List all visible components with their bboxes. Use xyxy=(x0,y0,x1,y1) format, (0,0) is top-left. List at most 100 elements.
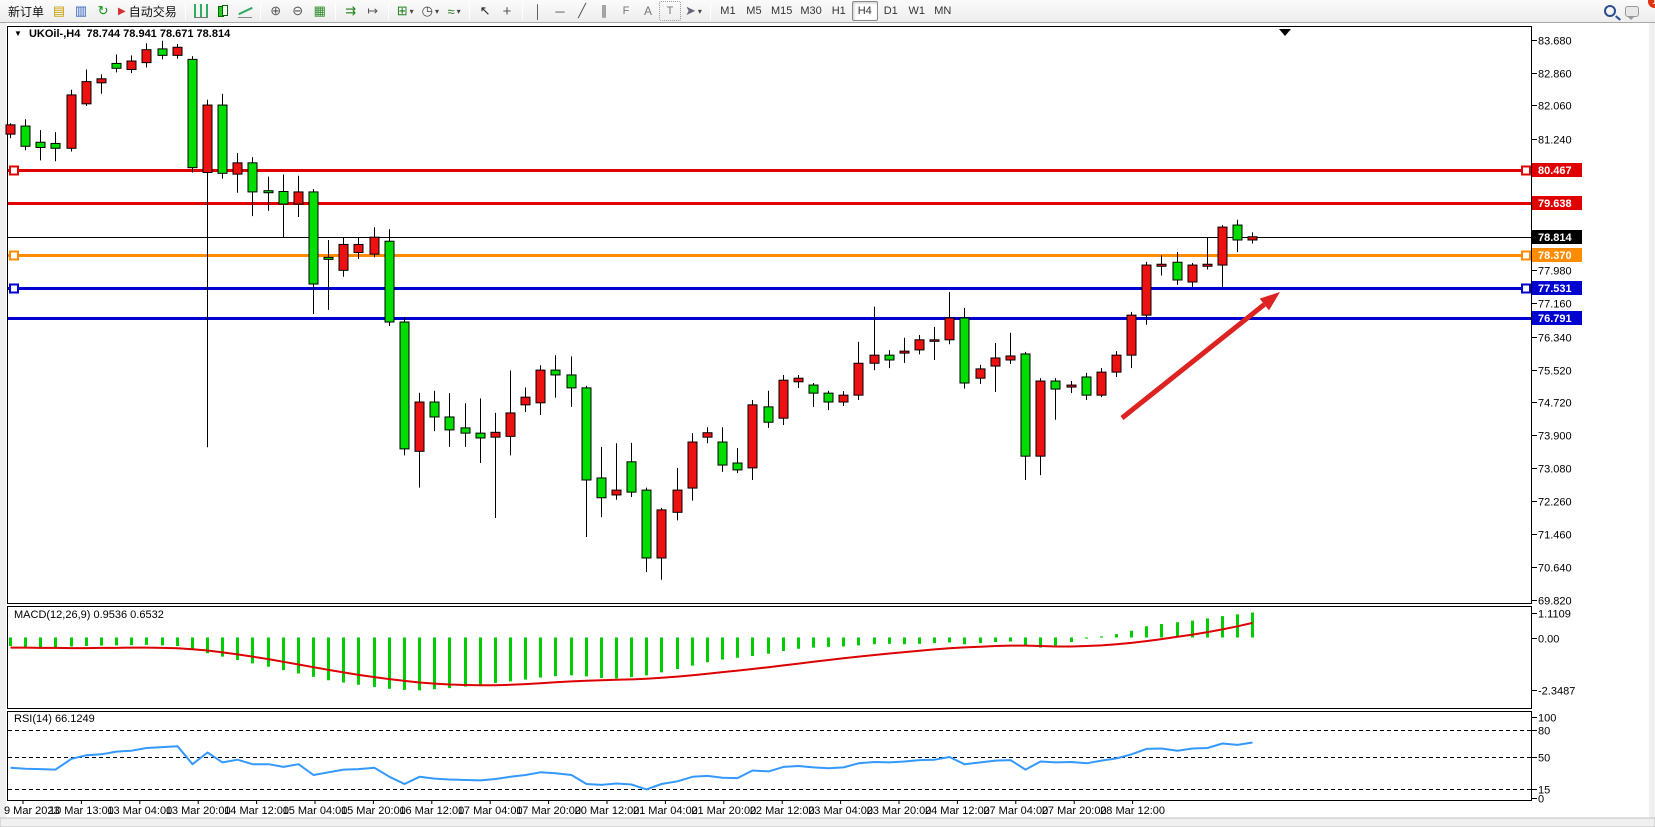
candle xyxy=(202,104,213,174)
order-book-icon[interactable]: ▤ xyxy=(52,3,66,18)
line-handle[interactable] xyxy=(9,165,19,176)
tf-button-w1[interactable]: W1 xyxy=(908,5,926,17)
history-center-icon[interactable]: ▥ xyxy=(74,3,88,18)
tf-button-m1[interactable]: M1 xyxy=(720,5,736,17)
macd-bar xyxy=(388,637,391,689)
line-handle[interactable] xyxy=(1521,165,1531,176)
svg-text:75.520: 75.520 xyxy=(1538,366,1572,378)
tf-button-m15[interactable]: M15 xyxy=(770,5,793,17)
price-axis[interactable]: 83.680 82.860 82.060 81.240 77.980 77.160 76.3… xyxy=(1531,36,1582,608)
chart-ohlc-quote: 78.744 78.941 78.671 78.814 xyxy=(86,28,231,40)
refresh-icon[interactable]: ↻ xyxy=(97,3,109,18)
svg-text:100: 100 xyxy=(1538,713,1556,725)
auto-scroll-icon[interactable]: ⇉ xyxy=(345,3,357,18)
tf-button-h1[interactable]: H1 xyxy=(831,5,846,17)
candle xyxy=(369,236,380,255)
macd-bar xyxy=(933,637,936,644)
indicators-button[interactable]: ≈ ▾ xyxy=(443,1,465,21)
candle xyxy=(217,104,228,174)
tf-button-m30[interactable]: M30 xyxy=(800,5,822,17)
macd-bar xyxy=(676,637,679,669)
svg-text:27 Mar 04:00: 27 Mar 04:00 xyxy=(983,805,1048,817)
auto-trading-play-icon: ▶ xyxy=(118,5,126,17)
macd-bar xyxy=(857,637,860,646)
candlestick-chart-icon[interactable] xyxy=(212,1,234,21)
macd-bar xyxy=(1221,616,1224,638)
macd-bar xyxy=(1191,620,1194,638)
macd-bar xyxy=(85,637,88,647)
macd-bar xyxy=(1100,636,1103,638)
candle xyxy=(444,416,455,431)
new-order-button[interactable]: 新订单 xyxy=(8,4,45,19)
bar-chart-icon[interactable] xyxy=(190,1,212,21)
svg-text:21 Mar 20:00: 21 Mar 20:00 xyxy=(691,805,756,817)
equidistant-channel-icon[interactable]: ∥ xyxy=(600,3,608,18)
tile-windows-icon[interactable]: ▦ xyxy=(313,3,326,18)
line-handle[interactable] xyxy=(9,283,19,294)
auto-trading-button[interactable]: ▶ 自动交易 xyxy=(114,1,181,21)
svg-text:15 Mar 20:00: 15 Mar 20:00 xyxy=(341,805,406,817)
tf-button-d1[interactable]: D1 xyxy=(883,5,898,17)
candle xyxy=(414,401,425,452)
cursor-icon[interactable]: ↖ xyxy=(479,3,491,18)
text-label-icon[interactable]: T xyxy=(659,1,682,21)
candle xyxy=(247,162,258,193)
line-handle[interactable] xyxy=(1521,250,1531,261)
new-chart-button[interactable]: ⊞ ▾ xyxy=(393,1,418,21)
candle xyxy=(853,362,864,396)
svg-text:22 Mar 12:00: 22 Mar 12:00 xyxy=(750,805,815,817)
macd-bar xyxy=(948,637,951,643)
candle xyxy=(1066,384,1077,388)
candle xyxy=(50,142,61,149)
crosshair-icon[interactable]: + xyxy=(502,2,512,20)
hline-layer[interactable] xyxy=(8,165,1531,320)
candle xyxy=(172,46,183,56)
tf-button-mn[interactable]: MN xyxy=(934,5,952,17)
macd-bar xyxy=(54,637,57,648)
tf-button-h4[interactable]: H4 xyxy=(851,1,878,21)
line-handle[interactable] xyxy=(1521,283,1531,294)
zoom-in-icon[interactable]: ⊕ xyxy=(270,3,282,18)
candle xyxy=(566,374,577,389)
macd-bar xyxy=(570,637,573,676)
search-icon[interactable] xyxy=(1599,1,1621,21)
svg-text:82.060: 82.060 xyxy=(1538,101,1572,113)
arrows-icon: ➤ xyxy=(685,3,696,18)
macd-bar xyxy=(145,637,148,645)
chart-shift-marker-icon[interactable] xyxy=(1279,29,1291,36)
zoom-out-icon[interactable]: ⊖ xyxy=(292,3,304,18)
chart-title[interactable]: ▼ UKOil-,H4 78.744 78.941 78.671 78.814 xyxy=(14,28,230,40)
line-handle[interactable] xyxy=(9,250,19,261)
vertical-line-icon[interactable]: │ xyxy=(533,3,543,19)
trendline-icon[interactable]: ╱ xyxy=(578,3,586,18)
macd-bar xyxy=(282,637,285,671)
horizontal-line-icon[interactable]: ─ xyxy=(555,3,565,19)
svg-text:69.820: 69.820 xyxy=(1538,596,1572,608)
fibonacci-icon[interactable]: F xyxy=(622,5,630,17)
svg-text:77.980: 77.980 xyxy=(1538,266,1572,278)
chart-shift-icon[interactable]: ↦ xyxy=(367,3,379,18)
line-chart-icon[interactable] xyxy=(234,1,256,21)
candle xyxy=(1247,236,1258,241)
period-button[interactable]: ◷ ▾ xyxy=(418,1,443,21)
arrows-button[interactable]: ➤ ▾ xyxy=(681,1,706,21)
text-icon[interactable]: A xyxy=(644,4,653,18)
arrow-annotation[interactable] xyxy=(1120,302,1266,420)
candle xyxy=(1202,263,1213,267)
tf-button-m5[interactable]: M5 xyxy=(746,5,762,17)
macd-bar xyxy=(161,637,164,646)
macd-bar xyxy=(918,637,921,644)
macd-bar xyxy=(297,637,300,674)
candles-layer[interactable] xyxy=(5,40,1258,580)
notifications-icon[interactable]: 1 xyxy=(1621,0,1655,21)
candle xyxy=(626,461,637,493)
candle xyxy=(5,124,16,135)
svg-text:78.370: 78.370 xyxy=(1538,250,1572,262)
svg-text:74.720: 74.720 xyxy=(1538,398,1572,410)
macd-panel[interactable]: 1.1109 0.00 -2.3487 xyxy=(9,609,1575,698)
price-label-box xyxy=(1532,281,1582,295)
macd-bar xyxy=(1085,637,1088,639)
